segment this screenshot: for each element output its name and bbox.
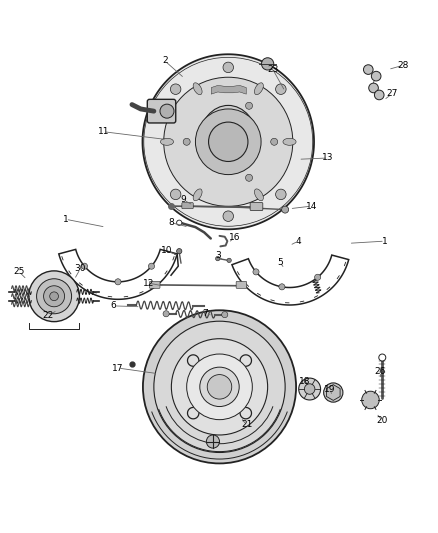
Circle shape: [171, 338, 267, 435]
Polygon shape: [59, 249, 177, 300]
Circle shape: [261, 58, 273, 70]
Circle shape: [221, 312, 227, 318]
Circle shape: [199, 367, 239, 407]
Ellipse shape: [254, 83, 263, 95]
Ellipse shape: [254, 189, 263, 201]
Ellipse shape: [193, 189, 201, 201]
Circle shape: [208, 122, 247, 161]
Circle shape: [186, 354, 252, 419]
FancyBboxPatch shape: [250, 203, 262, 211]
Ellipse shape: [193, 83, 201, 95]
Circle shape: [28, 271, 79, 321]
Text: 26: 26: [374, 367, 385, 376]
Circle shape: [245, 102, 252, 109]
Text: 18: 18: [298, 377, 309, 386]
Text: 6: 6: [110, 301, 116, 310]
Circle shape: [298, 378, 320, 400]
Circle shape: [278, 284, 284, 290]
Circle shape: [170, 84, 180, 94]
Ellipse shape: [199, 106, 256, 174]
Circle shape: [115, 279, 121, 285]
Text: 7: 7: [202, 309, 208, 318]
Circle shape: [176, 248, 181, 254]
Circle shape: [270, 138, 277, 146]
Circle shape: [176, 220, 181, 225]
Circle shape: [245, 174, 252, 181]
Text: 12: 12: [143, 279, 154, 288]
FancyBboxPatch shape: [147, 99, 175, 123]
Circle shape: [170, 189, 180, 200]
Circle shape: [148, 263, 154, 269]
Circle shape: [361, 391, 378, 409]
Text: 11: 11: [98, 127, 109, 136]
Circle shape: [363, 65, 372, 75]
Text: 28: 28: [397, 61, 408, 70]
Circle shape: [314, 274, 320, 280]
Text: 14: 14: [305, 201, 316, 211]
Circle shape: [323, 383, 342, 402]
Text: 10: 10: [161, 246, 172, 255]
Text: 25: 25: [13, 267, 25, 276]
Text: 1: 1: [63, 215, 68, 224]
Circle shape: [215, 256, 219, 261]
Circle shape: [43, 286, 64, 307]
Circle shape: [195, 109, 261, 175]
Text: 19: 19: [323, 385, 335, 394]
Circle shape: [275, 189, 286, 200]
Text: 17: 17: [112, 364, 124, 373]
Text: 16: 16: [228, 233, 240, 242]
Circle shape: [162, 311, 169, 317]
Circle shape: [36, 279, 71, 314]
Circle shape: [153, 321, 285, 453]
Text: 2: 2: [162, 56, 167, 66]
Text: 8: 8: [168, 218, 174, 227]
Circle shape: [207, 375, 231, 399]
Circle shape: [304, 384, 314, 394]
Circle shape: [226, 258, 231, 263]
Circle shape: [143, 310, 295, 463]
Text: 5: 5: [276, 257, 282, 266]
Polygon shape: [142, 54, 313, 229]
Ellipse shape: [160, 138, 173, 146]
Text: 4: 4: [295, 237, 300, 246]
Ellipse shape: [283, 138, 295, 146]
Text: 1: 1: [381, 237, 387, 246]
Circle shape: [371, 71, 380, 81]
Circle shape: [49, 292, 58, 301]
Circle shape: [368, 83, 378, 93]
Text: 20: 20: [376, 416, 387, 425]
Circle shape: [183, 138, 190, 146]
Circle shape: [159, 104, 173, 118]
Circle shape: [252, 269, 258, 275]
Circle shape: [223, 211, 233, 221]
Circle shape: [378, 354, 385, 361]
FancyBboxPatch shape: [181, 203, 193, 209]
Circle shape: [328, 388, 337, 397]
FancyBboxPatch shape: [236, 281, 246, 288]
Text: 9: 9: [180, 196, 186, 205]
Text: 21: 21: [240, 421, 252, 430]
Text: 27: 27: [386, 89, 397, 98]
Text: 23: 23: [267, 65, 278, 74]
Text: 13: 13: [321, 154, 333, 163]
Circle shape: [206, 435, 219, 448]
Circle shape: [374, 90, 383, 100]
Polygon shape: [231, 255, 348, 305]
Polygon shape: [326, 385, 339, 400]
FancyBboxPatch shape: [149, 281, 159, 288]
Circle shape: [281, 206, 288, 213]
Circle shape: [163, 77, 292, 206]
Text: 3: 3: [215, 252, 221, 261]
Text: 30: 30: [74, 264, 86, 273]
Text: 22: 22: [42, 311, 53, 320]
Circle shape: [81, 263, 87, 269]
Circle shape: [223, 62, 233, 72]
Circle shape: [275, 84, 286, 94]
